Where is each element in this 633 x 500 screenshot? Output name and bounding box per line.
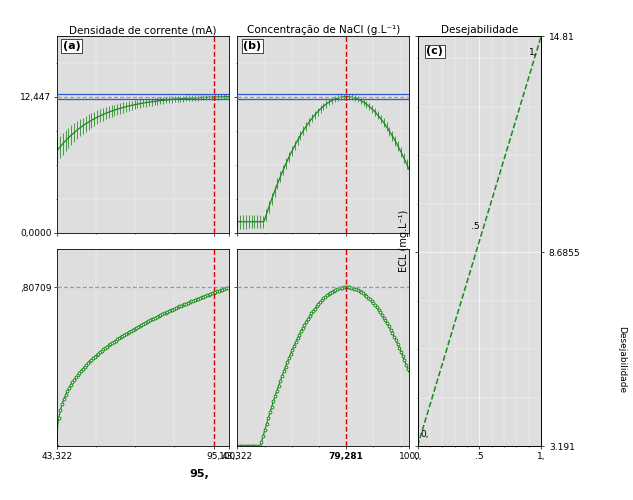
Text: 95,: 95, [189,469,210,479]
Text: (b): (b) [243,41,261,51]
Title: Concentração de NaCl (g.L⁻¹): Concentração de NaCl (g.L⁻¹) [246,25,400,35]
Text: Desejabilidade: Desejabilidade [617,326,626,394]
Text: 0,: 0, [420,430,429,439]
Title: Densidade de corrente (mA): Densidade de corrente (mA) [69,25,216,35]
Text: (c): (c) [426,46,443,56]
Title: Desejabilidade: Desejabilidade [441,25,518,35]
Text: (a): (a) [63,41,81,51]
Text: .5: .5 [471,222,479,230]
Text: 1,: 1, [529,48,537,58]
Y-axis label: ECL (mg.L⁻¹): ECL (mg.L⁻¹) [399,210,409,272]
